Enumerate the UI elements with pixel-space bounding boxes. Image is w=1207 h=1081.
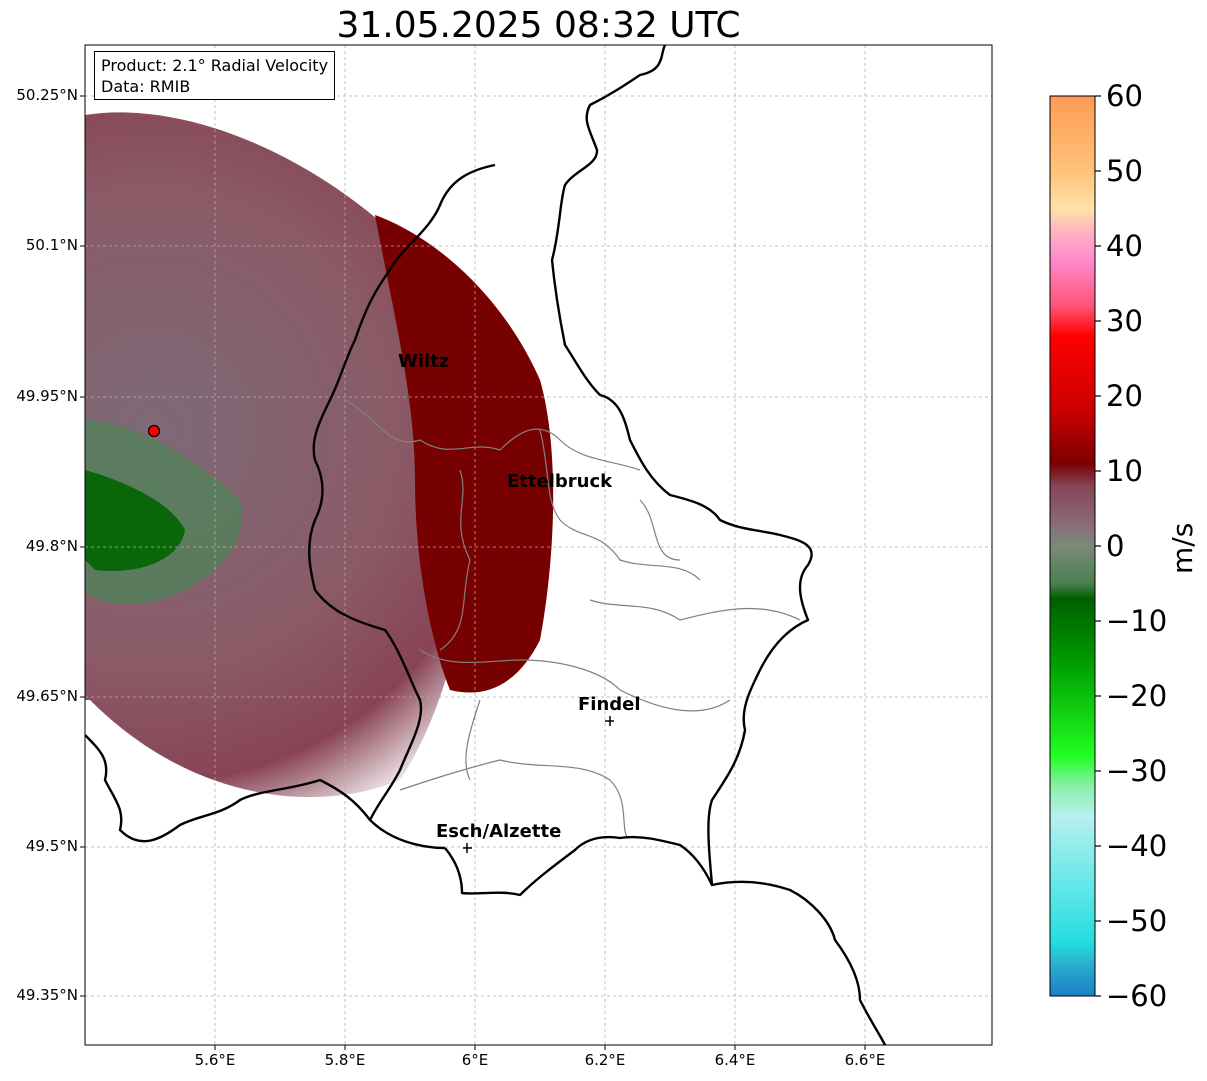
colorbar-tick-label: −40 <box>1106 829 1168 863</box>
lat-tick-label: 49.8°N <box>25 537 78 555</box>
chart-title: 31.05.2025 08:32 UTC <box>336 5 741 46</box>
city-label-wiltz: Wiltz <box>398 351 450 372</box>
border-lu-fr <box>444 835 714 897</box>
product-label: Product: 2.1° Radial Velocity <box>101 56 329 75</box>
colorbar-tick-label: 0 <box>1106 529 1125 563</box>
lon-tick-label: 6°E <box>461 1051 489 1069</box>
colorbar-tick-label: −10 <box>1106 604 1168 638</box>
lat-tick-label: 50.1°N <box>25 236 78 254</box>
country-borders <box>85 45 887 1045</box>
map-border <box>84 44 993 1046</box>
colorbar-tick-label: 30 <box>1106 304 1143 338</box>
colorbar-tick-label: 20 <box>1106 379 1143 413</box>
colorbar-tick-label: 40 <box>1106 229 1143 263</box>
colorbar-tick-label: 10 <box>1106 454 1143 488</box>
radar-site-marker <box>147 424 161 438</box>
border-lu-be <box>308 163 496 850</box>
velocity-region-receding <box>375 215 554 693</box>
city-label-ettelbruck: Ettelbruck <box>507 471 613 492</box>
colorbar-unit-label: m/s <box>1166 522 1199 574</box>
colorbar-tick-label: −50 <box>1106 904 1168 938</box>
canton-borders <box>344 399 801 839</box>
border-be-fr <box>85 734 371 843</box>
colorbar-tick-label: 50 <box>1106 154 1143 188</box>
lat-tick-label: 49.65°N <box>16 687 78 705</box>
product-info-box: Product: 2.1° Radial Velocity Data: RMIB <box>94 51 336 100</box>
lon-tick-label: 6.6°E <box>844 1051 886 1069</box>
border-lu-de <box>550 45 887 1045</box>
data-source-label: Data: RMIB <box>101 77 191 96</box>
lon-tick-label: 6.4°E <box>714 1051 756 1069</box>
colorbar <box>1049 95 1101 997</box>
lat-tick-label: 50.25°N <box>16 86 78 104</box>
colorbar-ticks <box>1095 95 1101 997</box>
city-markers <box>463 716 614 853</box>
city-label-esch-alzette: Esch/Alzette <box>436 821 562 842</box>
lon-tick-label: 5.6°E <box>194 1051 236 1069</box>
colorbar-tick-label: −60 <box>1106 979 1168 1013</box>
colorbar-tick-label: −30 <box>1106 754 1168 788</box>
city-label-findel: Findel <box>578 694 641 715</box>
lat-tick-label: 49.35°N <box>16 986 78 1004</box>
colorbar-bar <box>1049 95 1096 997</box>
colorbar-tick-label: 60 <box>1106 79 1143 113</box>
lat-tick-label: 49.95°N <box>16 387 78 405</box>
velocity-region-approaching-strong <box>85 470 185 571</box>
lon-tick-label: 6.2°E <box>584 1051 626 1069</box>
axis-ticks <box>80 95 866 1050</box>
lat-tick-label: 49.5°N <box>25 837 78 855</box>
lon-tick-label: 5.8°E <box>324 1051 366 1069</box>
colorbar-tick-label: −20 <box>1106 679 1168 713</box>
